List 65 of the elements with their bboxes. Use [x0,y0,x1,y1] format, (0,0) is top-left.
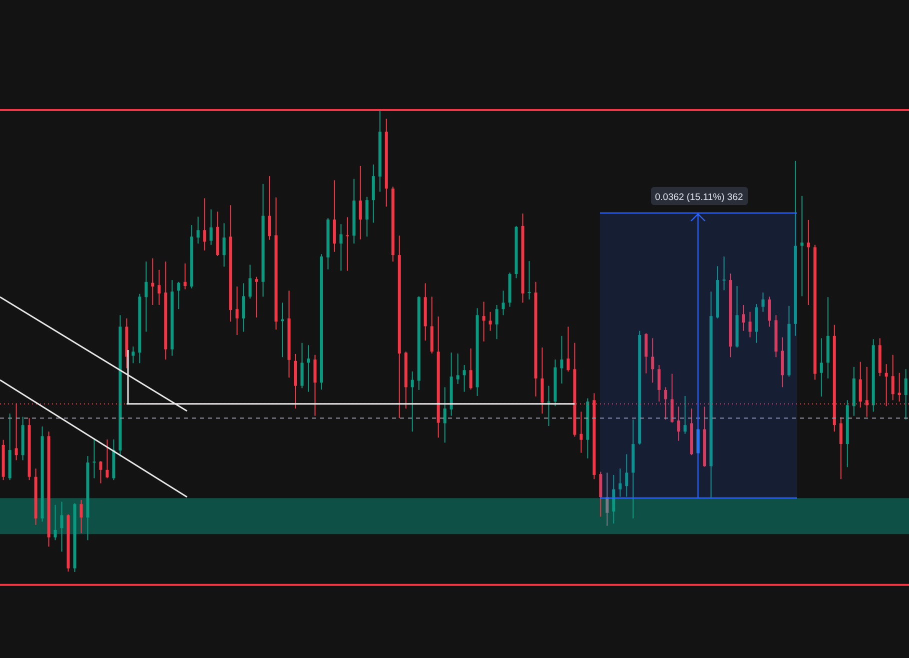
candlestick [488,311,492,332]
candlestick [203,198,206,251]
candlestick [196,216,200,244]
candlestick [761,292,764,312]
candlestick [443,386,446,444]
candlestick [106,438,109,479]
candlestick [255,276,258,318]
candlestick [144,261,148,332]
candlestick [599,471,602,518]
candlestick [722,256,726,291]
candlestick [60,501,64,552]
candlestick [547,385,550,427]
candlestick [313,354,316,416]
candlestick [410,370,414,432]
candlestick [528,260,531,300]
candlestick [560,335,564,384]
candlestick [618,468,622,498]
candlestick [891,354,894,401]
candlestick [800,195,804,297]
candlestick [904,368,908,420]
candlestick [502,290,505,316]
candlestick [748,311,752,338]
candlestick [820,338,823,397]
candlestick [132,346,135,364]
candlestick [248,264,252,299]
candlestick [151,258,154,306]
candlestick [606,472,609,526]
candlestick [306,344,310,392]
candlestick [658,364,661,402]
candlestick [358,165,362,240]
annotation: 0.0362 (15.11%) 362 [654,192,744,203]
candlestick [768,296,771,328]
candlestick [184,262,187,290]
candlestick [210,208,213,246]
candlestick [806,219,810,306]
candlestick [99,460,102,484]
candlestick [54,504,57,541]
candlestick [469,348,472,390]
candlestick [612,474,616,524]
candlestick [365,196,368,238]
candlestick [236,286,239,336]
candlestick [482,301,486,342]
candlestick [222,222,226,268]
candlestick [644,332,648,374]
candlestick [177,281,180,310]
candlestick [92,438,96,479]
candlestick [684,395,687,434]
candlestick [839,416,842,480]
candlestick [625,454,628,498]
candlestick [268,176,272,240]
candlestick [580,411,583,454]
candlestick [651,338,654,384]
candlestick [495,304,498,340]
candlestick [242,282,246,332]
candlestick [300,342,304,389]
candlestick [566,326,570,372]
candlestick [742,304,746,332]
candlestick [158,269,161,306]
candlestick [456,352,460,384]
candlestick [677,406,680,442]
candlestick [346,216,349,272]
candlestick [339,224,342,272]
candlestick [80,499,83,534]
candlestick [898,372,901,402]
candlestick [462,364,466,392]
